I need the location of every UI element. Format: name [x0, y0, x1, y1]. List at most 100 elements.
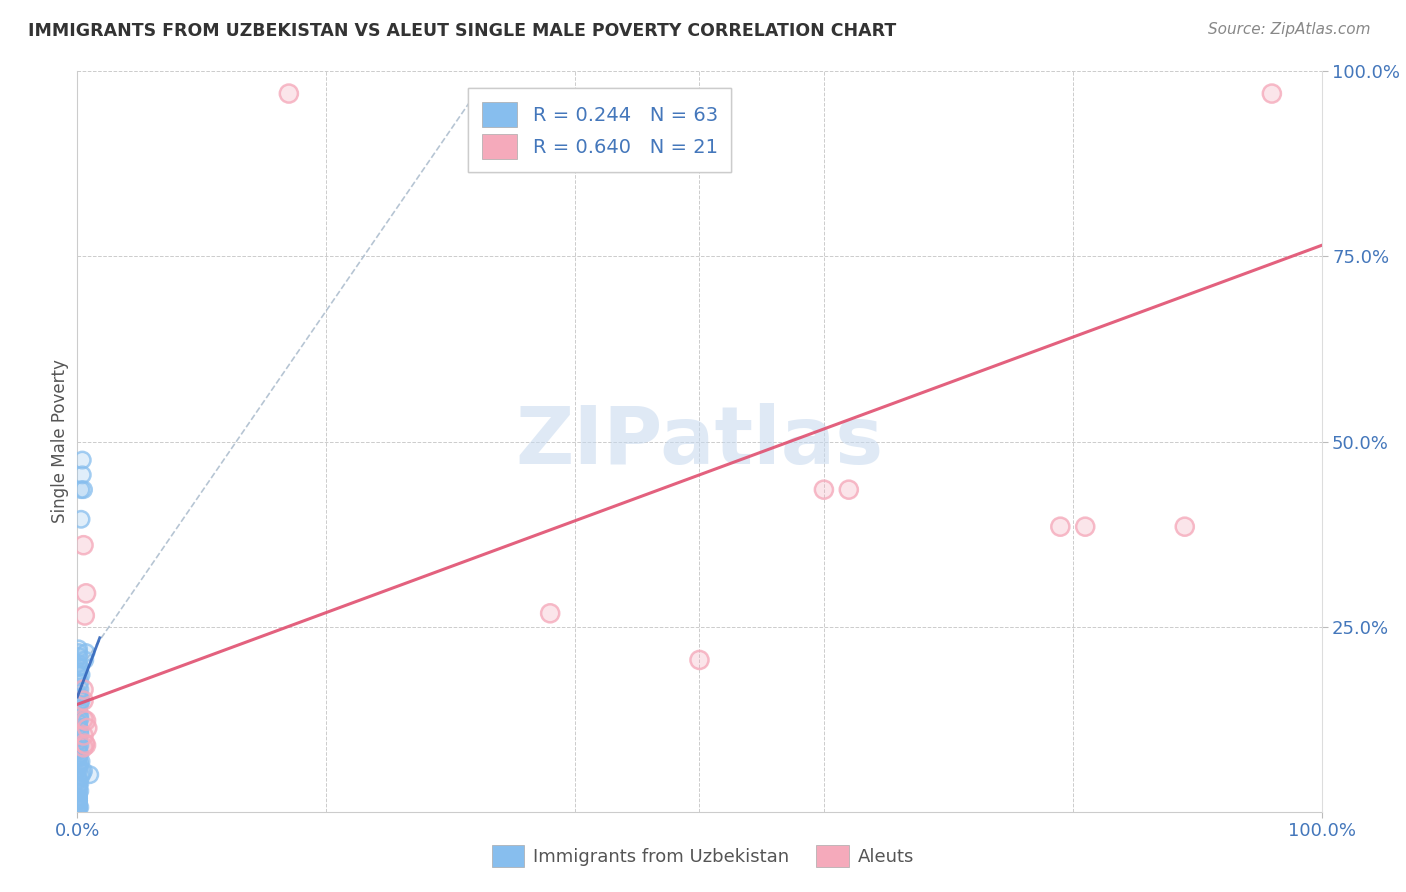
Point — [72, 538, 94, 552]
Point — [1049, 519, 1071, 533]
Point — [75, 586, 97, 600]
Point — [67, 649, 90, 664]
Point — [69, 747, 91, 761]
Point — [70, 755, 93, 769]
Point — [73, 737, 96, 751]
Point — [72, 740, 94, 755]
Point — [75, 586, 97, 600]
Point — [67, 789, 90, 804]
Point — [72, 694, 94, 708]
Point — [67, 772, 90, 786]
Point — [69, 712, 91, 726]
Point — [69, 682, 91, 697]
Point — [72, 453, 94, 467]
Point — [69, 727, 91, 741]
Point — [69, 675, 91, 690]
Point — [69, 727, 91, 741]
Point — [67, 779, 90, 793]
Point — [67, 759, 90, 773]
Point — [69, 747, 91, 761]
Point — [67, 751, 90, 765]
Point — [72, 467, 94, 482]
Point — [67, 773, 90, 788]
Point — [72, 712, 94, 726]
Point — [538, 607, 561, 621]
Point — [67, 801, 90, 815]
Point — [67, 801, 90, 815]
Point — [70, 769, 93, 783]
Point — [69, 660, 91, 674]
Point — [67, 762, 90, 776]
Point — [69, 682, 91, 697]
Legend: Immigrants from Uzbekistan, Aleuts: Immigrants from Uzbekistan, Aleuts — [485, 838, 921, 874]
Point — [67, 741, 90, 756]
Point — [67, 801, 90, 815]
Point — [67, 794, 90, 808]
Point — [67, 734, 90, 748]
Point — [67, 646, 90, 660]
Point — [67, 797, 90, 812]
Point — [67, 759, 90, 773]
Point — [67, 772, 90, 786]
Point — [67, 660, 90, 674]
Point — [67, 667, 90, 681]
Point — [72, 453, 94, 467]
Point — [70, 667, 93, 681]
Point — [67, 686, 90, 700]
Point — [838, 483, 860, 497]
Point — [67, 794, 90, 808]
Point — [69, 723, 91, 738]
Point — [72, 764, 94, 778]
Point — [73, 737, 96, 751]
Point — [67, 780, 90, 795]
Point — [67, 780, 90, 795]
Point — [69, 756, 91, 771]
Point — [67, 789, 90, 804]
Point — [69, 776, 91, 790]
Point — [67, 762, 90, 776]
Point — [67, 779, 90, 793]
Point — [67, 667, 90, 681]
Point — [70, 512, 93, 526]
Point — [277, 87, 299, 101]
Point — [67, 731, 90, 745]
Point — [67, 751, 90, 765]
Point — [67, 749, 90, 764]
Point — [67, 734, 90, 748]
Point — [689, 653, 711, 667]
Point — [70, 512, 93, 526]
Point — [277, 87, 299, 101]
Point — [1261, 87, 1284, 101]
Point — [72, 694, 94, 708]
Point — [69, 738, 91, 752]
Point — [67, 701, 90, 715]
Point — [72, 483, 94, 497]
Point — [838, 483, 860, 497]
Point — [69, 698, 91, 712]
Point — [70, 483, 93, 497]
Point — [72, 538, 94, 552]
Point — [67, 720, 90, 734]
Point — [67, 657, 90, 671]
Point — [69, 784, 91, 798]
Point — [67, 786, 90, 800]
Point — [69, 800, 91, 814]
Point — [69, 756, 91, 771]
Point — [75, 738, 97, 752]
Point — [67, 701, 90, 715]
Point — [67, 796, 90, 810]
Point — [67, 794, 90, 808]
Point — [67, 641, 90, 656]
Point — [72, 682, 94, 697]
Point — [75, 714, 97, 728]
Point — [67, 731, 90, 745]
Point — [69, 800, 91, 814]
Point — [1074, 519, 1097, 533]
Point — [69, 723, 91, 738]
Point — [72, 729, 94, 743]
Point — [72, 483, 94, 497]
Point — [67, 715, 90, 730]
Point — [67, 664, 90, 678]
Point — [69, 712, 91, 726]
Point — [72, 766, 94, 780]
